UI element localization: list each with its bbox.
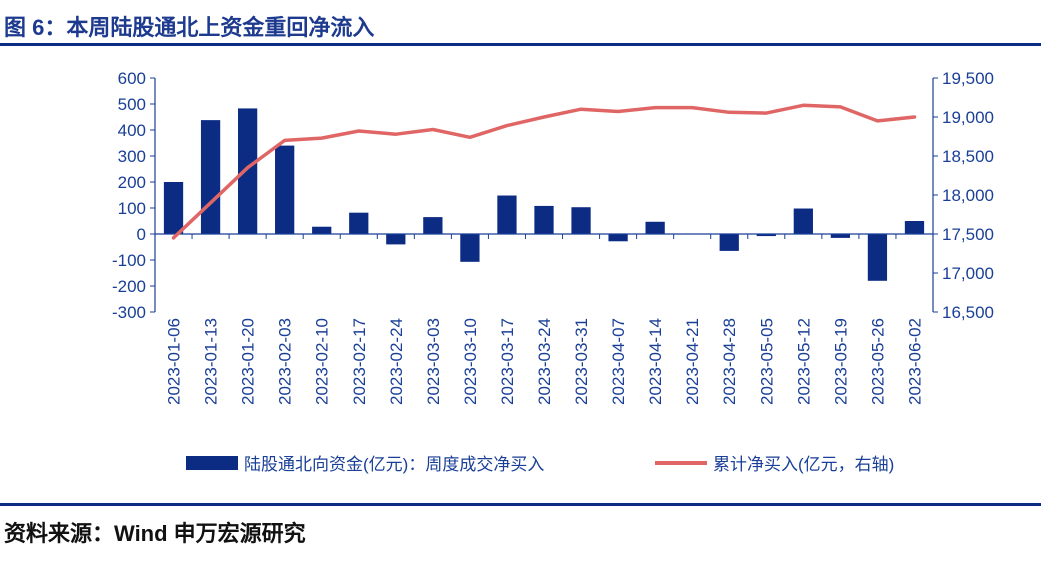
- x-tick-label: 2023-02-03: [276, 318, 295, 405]
- left-tick-label: 0: [137, 225, 146, 244]
- line-point: [468, 135, 472, 139]
- bar: [719, 234, 739, 251]
- bar: [460, 234, 480, 262]
- x-tick-label: 2023-03-31: [572, 318, 591, 405]
- right-tick-label: 18,000: [942, 186, 994, 205]
- right-axis: 16,500 17,000 17,500 18,000 18,500 19,000 19,5…: [932, 69, 994, 322]
- bar: [349, 212, 369, 234]
- bar: [534, 205, 554, 234]
- right-tick-label: 17,000: [942, 264, 994, 283]
- x-tick-label: 2023-01-13: [202, 318, 221, 405]
- line-point: [357, 129, 361, 133]
- legend-label-line: 累计净买入(亿元，右轴): [713, 455, 894, 474]
- left-tick-label: 600: [118, 69, 146, 88]
- left-tick-label: 300: [118, 147, 146, 166]
- line-point: [801, 103, 805, 107]
- right-tick-label: 18,500: [942, 147, 994, 166]
- bar: [793, 208, 813, 234]
- bar: [423, 217, 443, 234]
- line-point: [579, 107, 583, 111]
- x-axis-labels: 2023-01-06 2023-01-13 2023-01-20 2023-02-03…: [165, 318, 925, 405]
- zero-axis: [154, 233, 934, 239]
- x-tick-label: 2023-04-07: [609, 318, 628, 405]
- left-tick-label: 500: [118, 95, 146, 114]
- line-point: [505, 124, 509, 128]
- bar: [275, 145, 295, 234]
- x-tick-label: 2023-02-10: [313, 318, 332, 405]
- left-tick-label: -100: [112, 251, 146, 270]
- line-point: [320, 136, 324, 140]
- bar: [386, 234, 406, 245]
- line-point: [431, 127, 435, 131]
- bar: [571, 207, 591, 234]
- top-rule: [0, 43, 1041, 46]
- x-tick-label: 2023-01-20: [239, 318, 258, 405]
- bar: [237, 108, 258, 234]
- line-point: [764, 111, 768, 115]
- right-tick-label: 16,500: [942, 303, 994, 322]
- line-point: [653, 106, 657, 110]
- line-point: [283, 138, 287, 142]
- x-tick-label: 2023-05-19: [831, 318, 850, 405]
- bar: [163, 182, 184, 234]
- left-tick-label: 100: [118, 199, 146, 218]
- legend-label-bars: 陆股通北向资金(亿元)：周度成交净买入: [244, 455, 544, 474]
- bar: [756, 234, 776, 237]
- line-point: [838, 105, 842, 109]
- x-tick-label: 2023-05-05: [757, 318, 776, 405]
- x-tick-label: 2023-03-24: [535, 318, 554, 405]
- x-tick-label: 2023-02-24: [387, 318, 406, 405]
- left-tick-label: -300: [112, 303, 146, 322]
- line-point: [172, 236, 176, 240]
- bar: [608, 234, 628, 242]
- chart: -300 -200 -100 0 100 200 300 400 500 600 16,500 17…: [112, 69, 994, 474]
- legend-swatch-bars: [186, 456, 238, 470]
- line-series: [171, 103, 917, 240]
- line-point: [542, 115, 546, 119]
- x-tick-label: 2023-02-17: [350, 318, 369, 405]
- right-tick-label: 17,500: [942, 225, 994, 244]
- line-point: [209, 201, 213, 205]
- bar: [867, 234, 888, 281]
- left-tick-label: -200: [112, 277, 146, 296]
- bar: [497, 195, 517, 234]
- line-point: [912, 115, 916, 119]
- right-tick-label: 19,500: [942, 69, 994, 88]
- x-tick-label: 2023-06-02: [905, 318, 924, 405]
- bar: [200, 120, 221, 234]
- line-point: [875, 119, 879, 123]
- x-tick-label: 2023-03-17: [498, 318, 517, 405]
- x-tick-label: 2023-03-10: [461, 318, 480, 405]
- line-point: [727, 110, 731, 114]
- x-tick-label: 2023-04-14: [646, 318, 665, 405]
- line-point: [690, 106, 694, 110]
- left-tick-label: 200: [118, 173, 146, 192]
- left-axis: -300 -200 -100 0 100 200 300 400 500 600: [112, 69, 156, 322]
- x-tick-label: 2023-05-26: [868, 318, 887, 405]
- x-tick-label: 2023-04-21: [683, 318, 702, 405]
- line-point: [394, 132, 398, 136]
- bar: [830, 234, 851, 238]
- x-tick-label: 2023-03-03: [424, 318, 443, 405]
- line-point: [246, 166, 250, 170]
- bar: [312, 226, 332, 234]
- legend: 陆股通北向资金(亿元)：周度成交净买入 累计净买入(亿元，右轴): [186, 455, 894, 474]
- left-tick-label: 400: [118, 121, 146, 140]
- bar: [645, 221, 665, 234]
- figure-title: 图 6：本周陆股通北上资金重回净流入: [4, 15, 375, 40]
- bar: [904, 221, 925, 234]
- line-point: [616, 110, 620, 114]
- right-tick-label: 19,000: [942, 108, 994, 127]
- source-note: 资料来源：Wind 申万宏源研究: [4, 521, 306, 546]
- x-tick-label: 2023-05-12: [794, 318, 813, 405]
- bottom-rule: [0, 503, 1041, 506]
- bar-series: [163, 108, 925, 281]
- x-tick-label: 2023-01-06: [165, 318, 184, 405]
- x-tick-label: 2023-04-28: [720, 318, 739, 405]
